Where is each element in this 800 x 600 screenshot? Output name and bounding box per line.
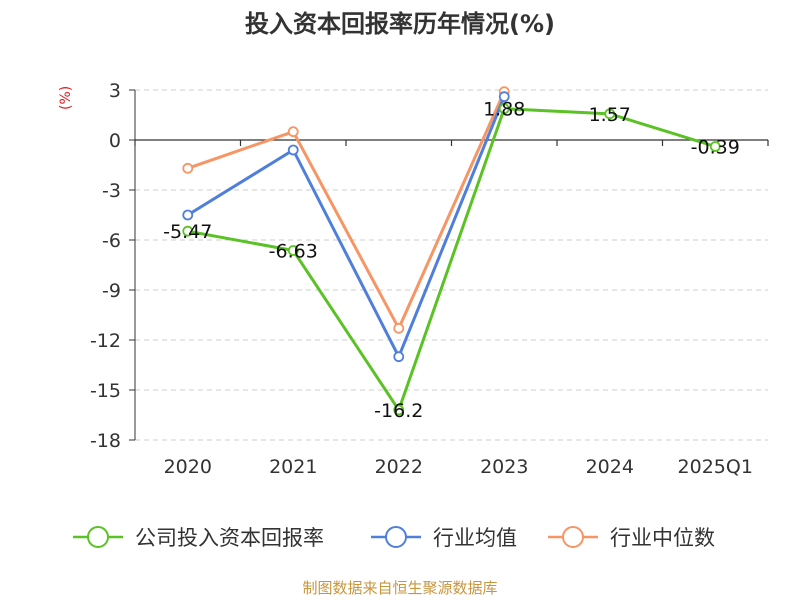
- series-line-company: [187, 107, 716, 412]
- data-label: -5.47: [163, 221, 212, 243]
- data-point-average: [287, 144, 299, 156]
- data-point-median: [393, 322, 405, 334]
- series-layer: [182, 86, 721, 416]
- x-tick-label: 2020: [164, 456, 212, 478]
- legend-label: 行业中位数: [610, 526, 715, 550]
- x-tick-label: 2021: [269, 456, 317, 478]
- data-label-layer: -5.47 -6.63 -16.2 1.88 1.57 -0.39: [163, 99, 740, 422]
- y-tick-label: -6: [102, 230, 121, 252]
- data-label: 1.57: [589, 104, 631, 126]
- data-point-average: [498, 91, 510, 103]
- data-point-company: [182, 225, 194, 237]
- data-point-median: [182, 162, 194, 174]
- x-tick-label: 2024: [586, 456, 634, 478]
- series-line-average: [186, 96, 506, 359]
- data-label: 1.88: [483, 99, 525, 121]
- y-tick-label: -12: [90, 330, 121, 352]
- x-tick-label: 2025Q1: [678, 456, 753, 478]
- data-point-company: [393, 404, 405, 416]
- data-point-company: [287, 245, 299, 256]
- legend-label: 公司投入资本回报率: [135, 526, 324, 550]
- series-line-median: [187, 91, 506, 330]
- y-tick-label: -18: [90, 430, 121, 452]
- data-point-company: [498, 103, 510, 115]
- legend-marker-median: [562, 526, 584, 548]
- data-point-company: [604, 108, 616, 120]
- y-tick-label: -9: [102, 280, 121, 302]
- legend-marker-company: [87, 526, 109, 548]
- grid-layer: [135, 89, 768, 441]
- x-tick-label: 2023: [480, 456, 528, 478]
- y-tick-label: -15: [90, 380, 121, 402]
- data-point-median: [287, 126, 299, 138]
- legend: 公司投入资本回报率 行业均值 行业中位数: [73, 526, 715, 550]
- data-point-company: [709, 141, 721, 152]
- data-source-note: 制图数据来自恒生聚源数据库: [302, 579, 498, 597]
- x-tick-label: 2022: [375, 456, 423, 478]
- data-label: -0.39: [691, 137, 740, 159]
- y-tick-label: 0: [109, 130, 121, 152]
- data-label: -6.63: [269, 241, 318, 263]
- data-label: -16.2: [374, 400, 423, 422]
- data-point-average: [182, 209, 194, 221]
- legend-label: 行业均值: [433, 526, 517, 550]
- y-tick-label: -3: [102, 180, 121, 202]
- y-tick-label: 3: [109, 80, 121, 102]
- data-point-average: [393, 351, 405, 363]
- axis-layer: 3 0 -3 -6 -9 -12 -15 -18 2020 2021 2022 2023 2024 202…: [90, 80, 769, 478]
- legend-marker-average: [385, 526, 407, 548]
- chart-title: 投入资本回报率历年情况(%): [245, 10, 555, 38]
